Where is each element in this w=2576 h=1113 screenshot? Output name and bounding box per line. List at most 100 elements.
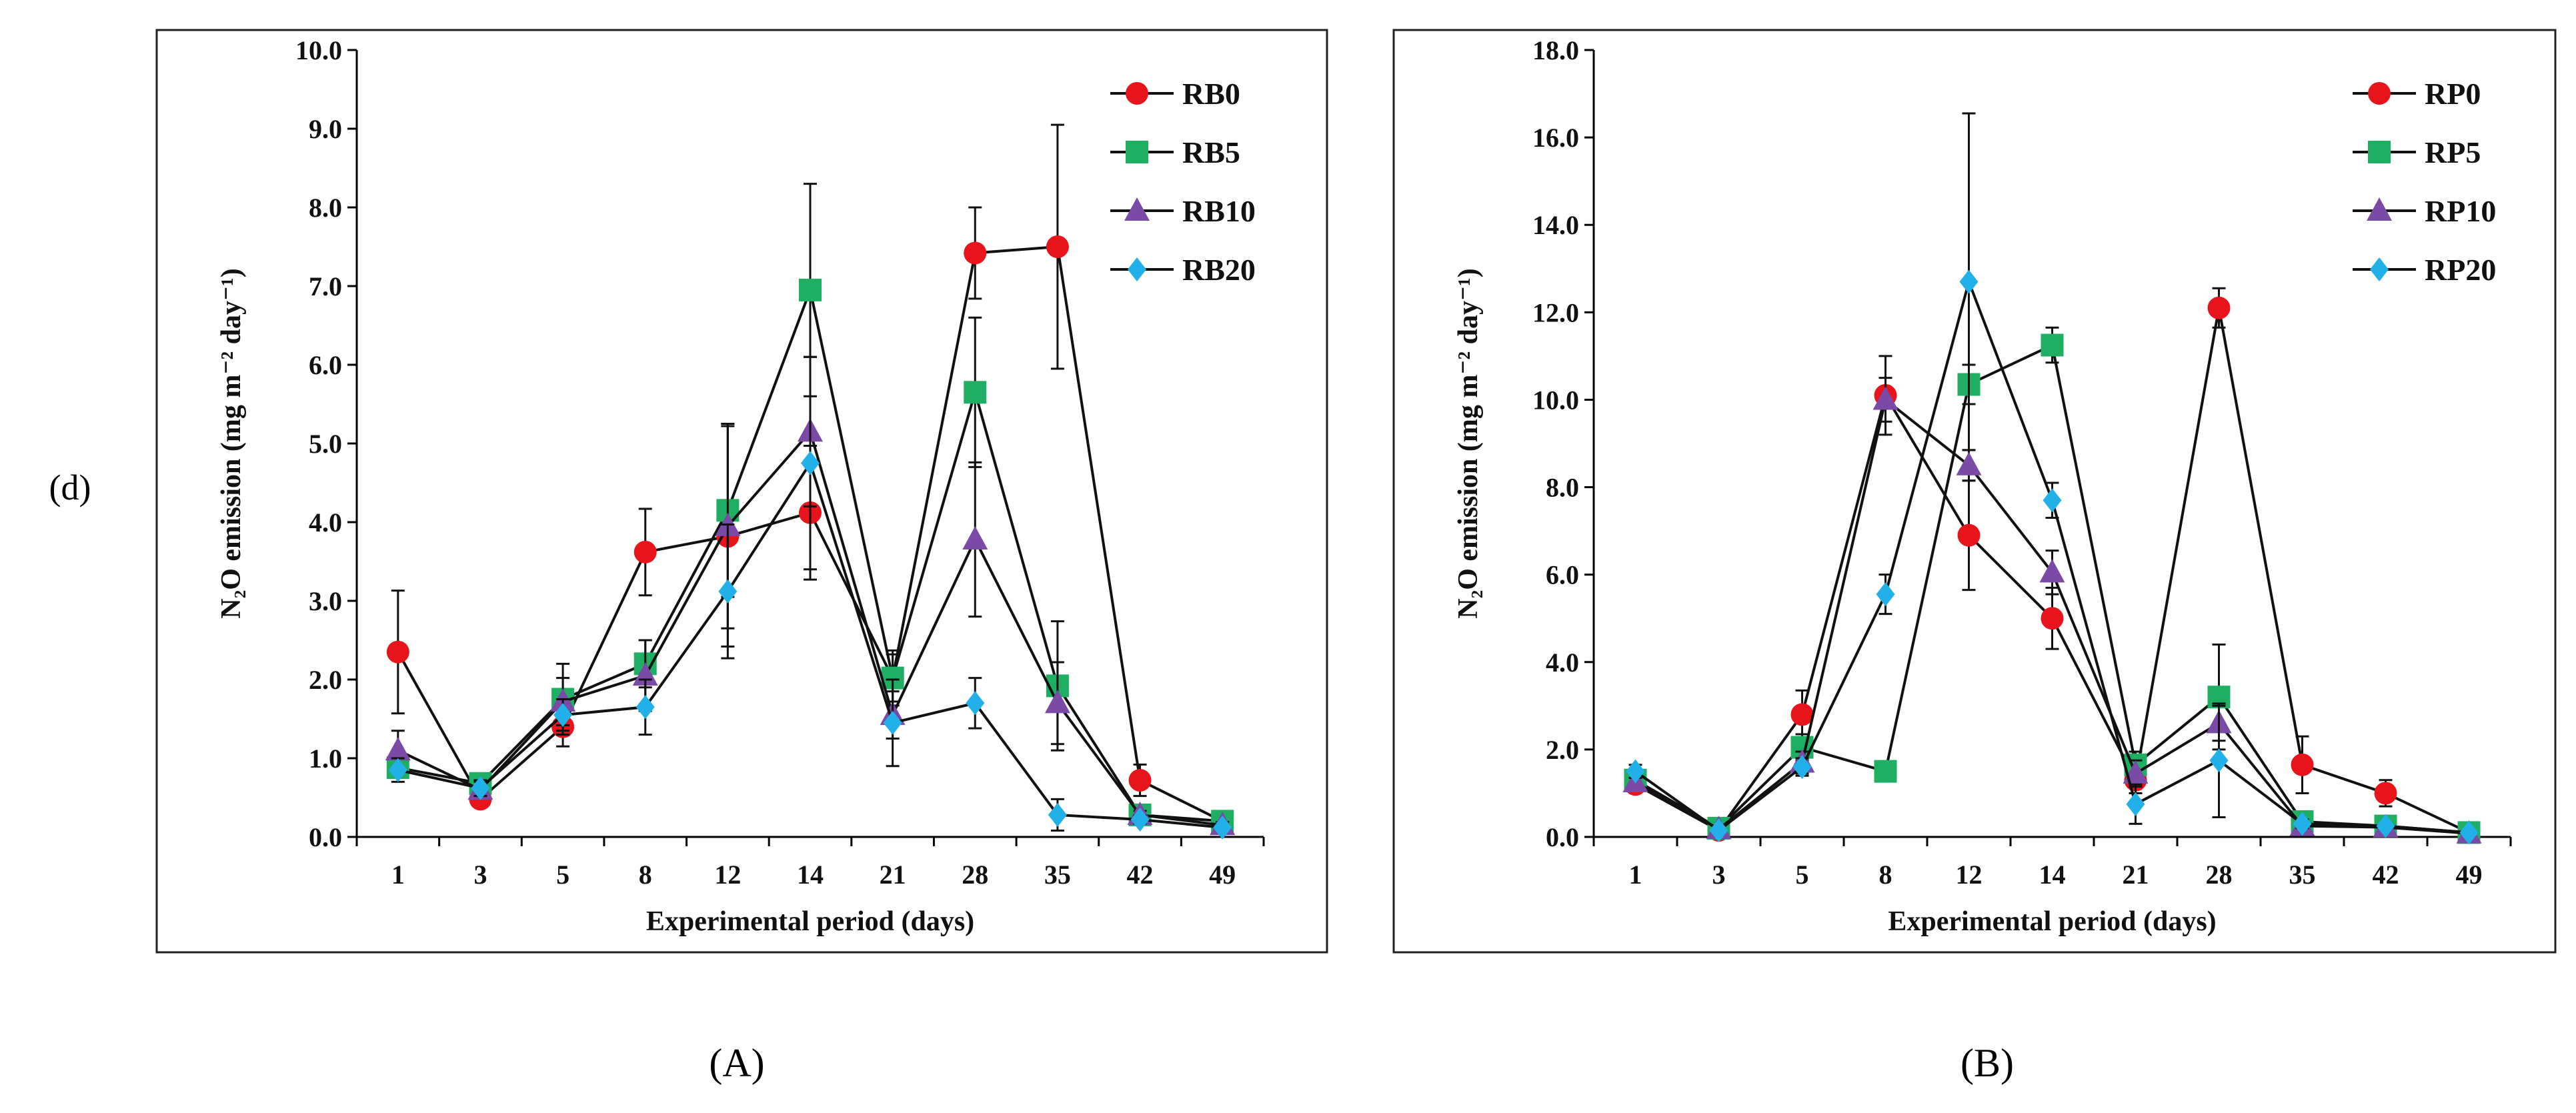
legend-marker — [1128, 257, 1146, 281]
data-point — [2041, 607, 2064, 630]
x-tick-label: 8 — [639, 860, 652, 890]
legend-marker — [1126, 82, 1148, 105]
x-tick-label: 28 — [962, 860, 988, 890]
legend-label: RB10 — [1182, 194, 1256, 228]
legend-item-RP20: RP20 — [2353, 253, 2496, 287]
legend-item-RP0: RP0 — [2353, 77, 2481, 111]
data-point — [1876, 582, 1895, 607]
legend-item-RB5: RB5 — [1110, 135, 1240, 169]
legend-label: RP10 — [2425, 194, 2496, 228]
legend-marker — [2368, 82, 2391, 105]
row-label: (d) — [49, 467, 91, 507]
x-tick-label: 3 — [473, 860, 487, 890]
y-tick-label: 6.0 — [309, 350, 342, 380]
y-tick-label: 16.0 — [1532, 123, 1579, 153]
x-tick-label: 5 — [556, 860, 569, 890]
data-point — [1048, 802, 1067, 827]
x-tick-label: 1 — [391, 860, 405, 890]
data-point — [1709, 818, 1728, 843]
y-tick-label: 8.0 — [1546, 473, 1579, 503]
data-point — [2043, 488, 2062, 513]
legend-label: RP0 — [2425, 77, 2481, 111]
x-tick-label: 12 — [1956, 860, 1983, 890]
y-tick-label: 8.0 — [309, 193, 342, 223]
data-point — [1792, 755, 1812, 780]
data-point — [964, 381, 987, 404]
data-point — [883, 710, 902, 735]
y-tick-label: 2.0 — [309, 665, 342, 695]
legend-label: RP20 — [2425, 253, 2496, 287]
y-tick-label: 5.0 — [309, 429, 342, 459]
data-point — [1874, 760, 1897, 783]
legend-marker — [2370, 257, 2389, 281]
chart-panel-a: 0.01.02.03.04.05.06.07.08.09.010.01 3 5 8 12… — [155, 29, 1328, 954]
data-point — [1872, 386, 1898, 410]
chart-panel-b: 0.0 2.0 4.0 6.0 8.0 10.0 12.0 14.0 16.0 18.0 1 3 5 8 1… — [1392, 29, 2557, 954]
x-tick-label: 21 — [2123, 860, 2149, 890]
y-tick-label: 14.0 — [1532, 210, 1579, 240]
data-point — [635, 695, 655, 720]
legend-marker — [1124, 197, 1150, 221]
legend-label: RP5 — [2425, 135, 2481, 169]
x-axis-title: Experimental period (days) — [646, 906, 974, 937]
y-tick-label: 4.0 — [309, 507, 342, 537]
y-tick-label: 7.0 — [309, 271, 342, 301]
x-tick-label: 14 — [797, 860, 824, 890]
legend-item-RP10: RP10 — [2353, 194, 2496, 228]
data-point — [2293, 812, 2312, 836]
data-point — [1128, 769, 1152, 792]
data-point — [801, 451, 820, 475]
series-RP20 — [1626, 112, 2479, 845]
data-point — [962, 525, 988, 549]
x-tick-label: 3 — [1712, 860, 1726, 890]
data-point — [964, 241, 987, 265]
y-tick-label: 10.0 — [1532, 385, 1579, 415]
data-point — [2291, 753, 2314, 776]
panel-label-a: (A) — [709, 1041, 765, 1085]
x-tick-label: 35 — [1044, 860, 1071, 890]
y-tick-label: 6.0 — [1546, 560, 1579, 590]
data-point — [718, 579, 738, 604]
x-tick-label: 42 — [2373, 860, 2399, 890]
data-point — [1130, 808, 1150, 832]
legend-marker — [1126, 141, 1148, 163]
x-tick-label: 35 — [2289, 860, 2316, 890]
data-point — [1044, 690, 1070, 714]
data-point — [1959, 269, 1979, 294]
legend-label: RB5 — [1182, 135, 1240, 169]
data-point — [386, 640, 409, 664]
legend-item-RP5: RP5 — [2353, 135, 2481, 169]
legend-label: RB0 — [1182, 77, 1240, 111]
x-tick-label: 14 — [2039, 860, 2066, 890]
x-tick-label: 1 — [1629, 860, 1642, 890]
legend-item-RB0: RB0 — [1110, 77, 1240, 111]
data-point — [1213, 815, 1232, 840]
data-point — [388, 758, 407, 782]
y-axis-title: N₂O emission (mg m⁻² day⁻¹) — [1453, 268, 1484, 618]
data-point — [2039, 559, 2065, 583]
y-tick-label: 0.0 — [1546, 822, 1579, 852]
data-point — [2207, 296, 2231, 319]
data-point — [633, 540, 657, 564]
data-point — [1957, 523, 1981, 547]
y-tick-label: 1.0 — [309, 744, 342, 774]
x-axis-title: Experimental period (days) — [1888, 906, 2216, 937]
y-tick-label: 18.0 — [1532, 35, 1579, 65]
legend-marker — [2368, 141, 2391, 163]
data-point — [1046, 235, 1069, 258]
x-tick-label: 49 — [2456, 860, 2483, 890]
data-point — [2126, 792, 2145, 816]
data-point — [1626, 759, 1645, 784]
y-tick-label: 12.0 — [1532, 297, 1579, 327]
x-tick-label: 8 — [1879, 860, 1892, 890]
y-tick-label: 4.0 — [1546, 648, 1579, 678]
series-RB20 — [388, 355, 1232, 840]
y-tick-label: 9.0 — [309, 114, 342, 144]
chart-frame — [1392, 29, 2557, 954]
data-point — [471, 776, 490, 800]
x-tick-label: 28 — [2206, 860, 2233, 890]
y-tick-label: 2.0 — [1546, 735, 1579, 765]
data-point — [2209, 748, 2229, 773]
legend-item-RB10: RB10 — [1110, 194, 1256, 228]
